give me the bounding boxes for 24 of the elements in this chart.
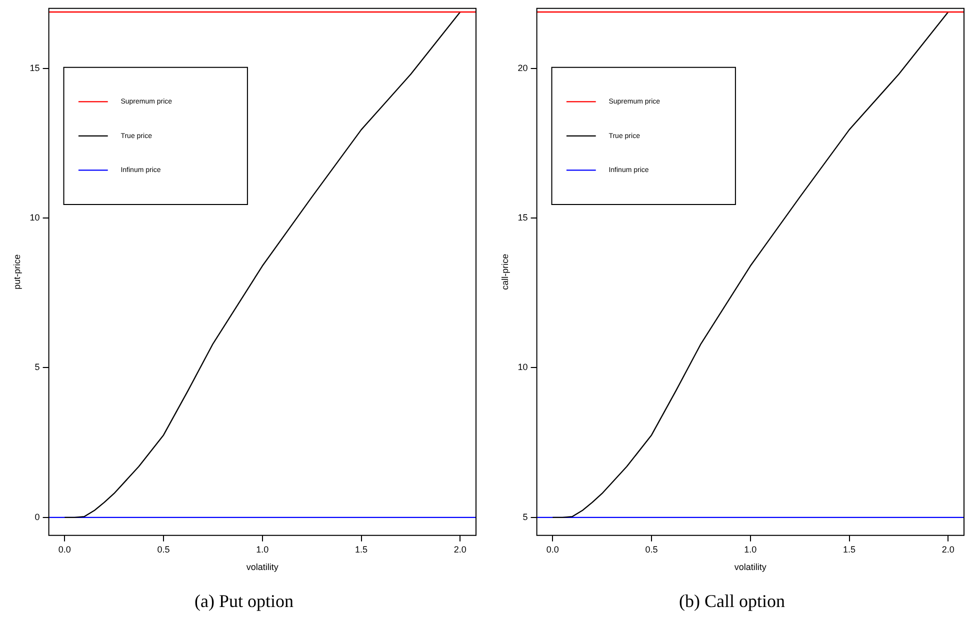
y-tick-label: 5 xyxy=(522,512,528,522)
x-tick-label: 1.0 xyxy=(256,544,269,554)
x-tick-label: 0.5 xyxy=(157,544,170,554)
x-tick-label: 0.0 xyxy=(546,544,559,554)
x-tick-label: 1.5 xyxy=(843,544,856,554)
y-tick-label: 0 xyxy=(34,512,40,522)
y-tick-label: 10 xyxy=(518,362,528,372)
y-tick-label: 15 xyxy=(518,212,528,222)
y-axis-title: put-price xyxy=(12,254,22,290)
x-tick-label: 2.0 xyxy=(942,544,954,554)
y-tick-label: 20 xyxy=(518,62,528,73)
y-tick-label: 10 xyxy=(30,212,40,222)
x-tick-label: 0.0 xyxy=(58,544,71,554)
x-tick-label: 2.0 xyxy=(454,544,466,554)
text: (b) Call option xyxy=(678,591,786,612)
x-tick-label: 0.5 xyxy=(645,544,658,554)
y-axis-title: call-price xyxy=(500,254,510,290)
x-axis-title: volatility xyxy=(246,562,279,572)
text: (a) Put option xyxy=(194,591,294,612)
y-tick-label: 5 xyxy=(34,362,40,372)
x-axis-title: volatility xyxy=(734,562,767,572)
y-tick-label: 15 xyxy=(30,62,40,73)
x-tick-label: 1.5 xyxy=(355,544,368,554)
x-tick-label: 1.0 xyxy=(744,544,757,554)
